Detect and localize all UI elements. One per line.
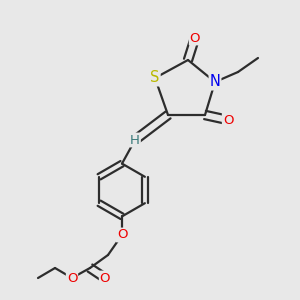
- Text: O: O: [223, 113, 233, 127]
- Text: O: O: [190, 32, 200, 44]
- Text: N: N: [210, 74, 220, 89]
- Text: S: S: [150, 70, 160, 86]
- Text: H: H: [130, 134, 140, 146]
- Text: O: O: [100, 272, 110, 284]
- Text: O: O: [67, 272, 77, 284]
- Text: O: O: [117, 229, 127, 242]
